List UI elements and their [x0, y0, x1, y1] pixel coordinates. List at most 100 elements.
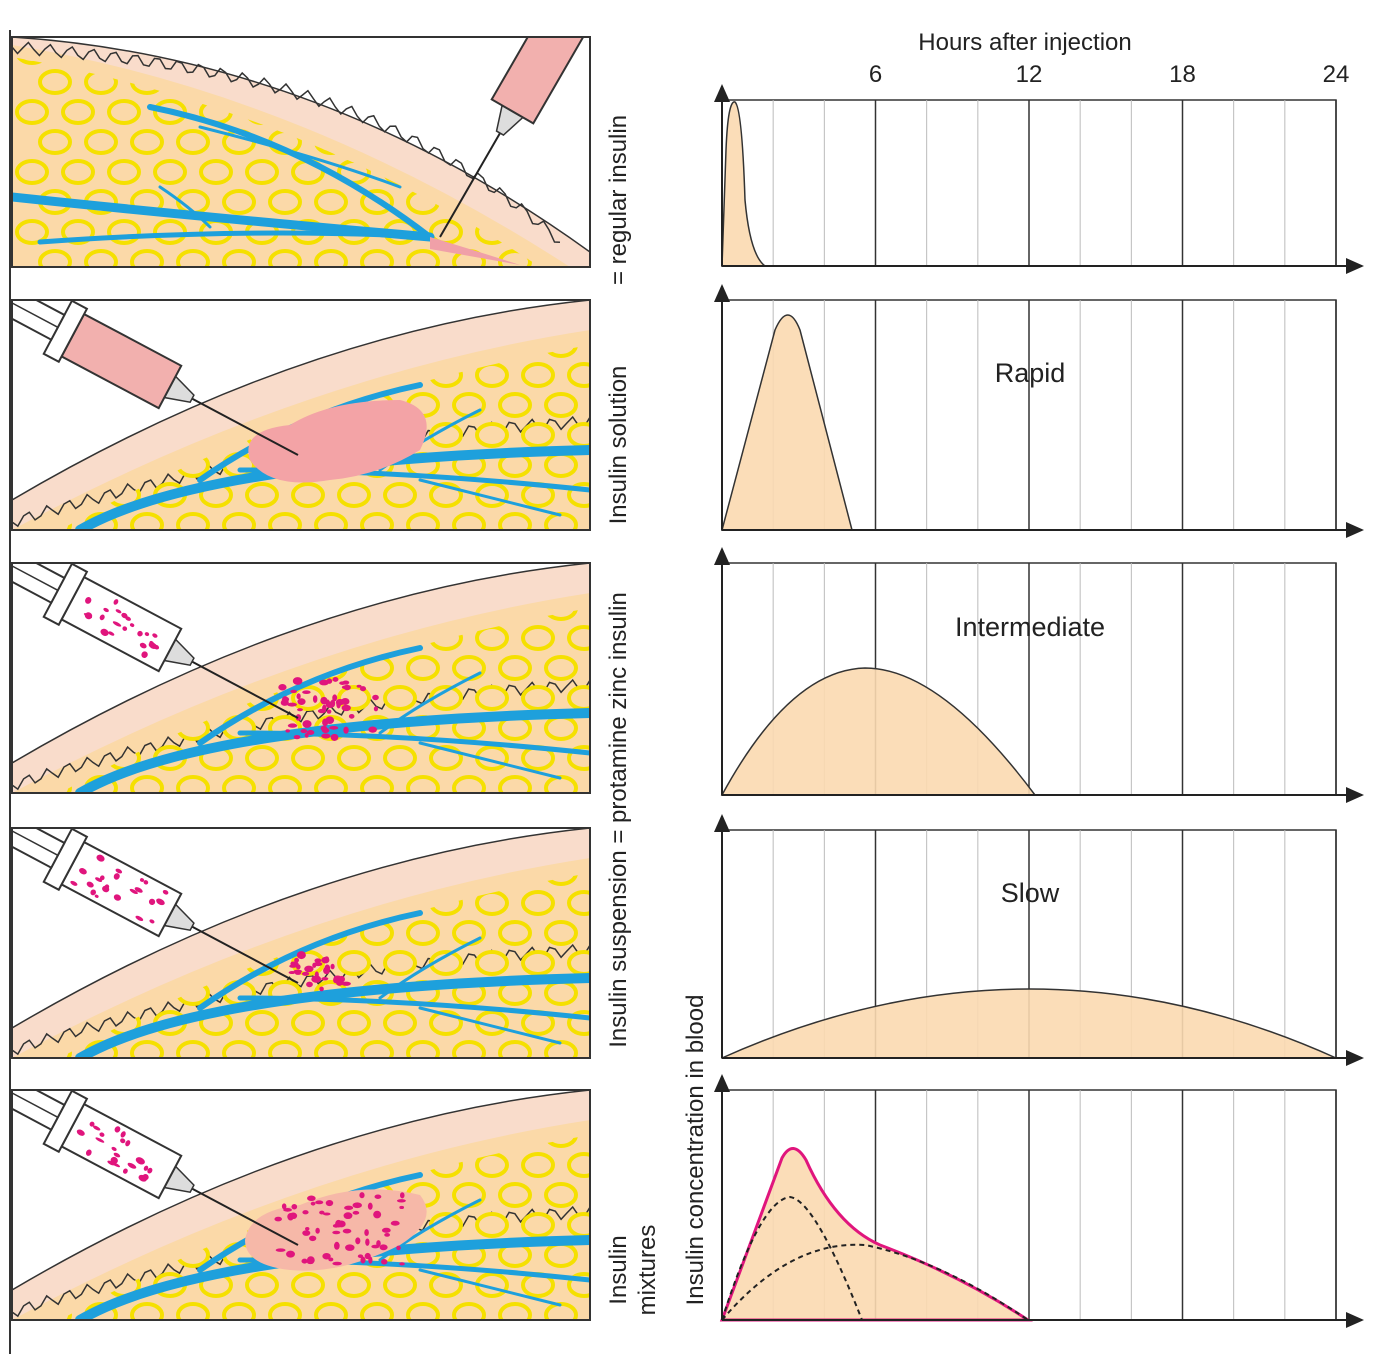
panel — [0, 1021, 668, 1326]
crystal — [319, 680, 329, 686]
crystal — [399, 1262, 405, 1265]
crystal — [294, 958, 299, 963]
fat-cell — [500, 777, 530, 799]
fat-cell — [17, 161, 47, 183]
fat-cell — [270, 777, 300, 799]
fat-cell — [178, 777, 208, 799]
illustrations — [0, 0, 676, 1326]
fat-cell — [293, 1012, 323, 1034]
crystal — [353, 1203, 357, 1207]
crystal — [349, 714, 355, 719]
crystal — [331, 734, 339, 741]
fat-cell — [109, 161, 139, 183]
fat-cell — [385, 687, 415, 709]
crystal — [302, 972, 309, 976]
fat-cell — [132, 1042, 162, 1064]
crystal — [312, 979, 321, 982]
fat-cell — [477, 627, 507, 649]
x-tick-label: 24 — [1323, 61, 1350, 88]
crystal — [307, 1260, 314, 1264]
crystal — [297, 708, 303, 711]
fat-cell — [293, 1274, 323, 1296]
side-label: Insulin — [605, 1235, 632, 1304]
crystal — [341, 705, 350, 711]
crystal — [300, 729, 307, 733]
crystal — [319, 987, 324, 992]
fat-cell — [155, 221, 185, 243]
fat-cell — [339, 1012, 369, 1034]
side-label: Insulin suspension = protamine zinc insu… — [605, 592, 632, 1048]
crystal — [382, 1228, 391, 1233]
fat-cell — [270, 1304, 300, 1326]
crystal — [339, 976, 345, 983]
crystal — [341, 982, 351, 986]
crystal — [373, 1211, 381, 1219]
fat-cell — [546, 1304, 576, 1326]
fat-cell — [477, 687, 507, 709]
fat-cell — [500, 657, 530, 679]
fat-cell — [385, 747, 415, 769]
fat-cell — [546, 1184, 576, 1206]
fat-cell — [247, 484, 277, 506]
fat-cell — [224, 1042, 254, 1064]
fat-cell — [454, 1304, 484, 1326]
crystal — [326, 1200, 333, 1206]
crystal — [396, 1246, 401, 1251]
fat-cell — [638, 922, 668, 944]
fat-cell — [408, 657, 438, 679]
crystal — [331, 964, 335, 969]
fat-cell — [293, 484, 323, 506]
fat-cell — [546, 454, 576, 476]
panel — [0, 759, 668, 1064]
fat-cell — [500, 1184, 530, 1206]
curve-label: Rapid — [995, 358, 1066, 388]
crystal — [321, 733, 330, 738]
fat-cell — [339, 1274, 369, 1296]
fat-cell — [615, 567, 645, 589]
crystal — [333, 977, 338, 984]
x-tick-label: 6 — [869, 61, 882, 88]
fat-cell — [638, 514, 668, 536]
fat-cell — [454, 1184, 484, 1206]
fat-cell — [523, 424, 553, 446]
charts: 6121824 — [722, 61, 1362, 1320]
fat-cell — [592, 334, 622, 356]
fat-cell — [454, 1042, 484, 1064]
crystal — [294, 735, 301, 739]
side-label: mixtures — [634, 1225, 661, 1316]
fat-cell — [569, 627, 599, 649]
fat-cell — [86, 251, 116, 273]
crystal — [290, 690, 297, 693]
fat-cell — [500, 1042, 530, 1064]
crystal — [283, 1208, 292, 1212]
crystal — [380, 1244, 388, 1250]
fat-cell — [155, 161, 185, 183]
crystal — [341, 698, 350, 705]
fat-cell — [546, 777, 576, 799]
fat-cell — [316, 1042, 346, 1064]
crystal — [360, 1257, 365, 1264]
fat-cell — [638, 777, 668, 799]
crystal — [278, 684, 286, 690]
fat-cell — [362, 777, 392, 799]
fat-cell — [132, 1304, 162, 1326]
fat-cell — [316, 1304, 346, 1326]
crystal — [302, 690, 310, 694]
fat-cell — [523, 627, 553, 649]
crystal — [295, 679, 299, 682]
fat-cell — [385, 1274, 415, 1296]
fat-cell — [546, 514, 576, 536]
fat-cell — [339, 747, 369, 769]
crystal — [344, 1212, 353, 1219]
crystal — [301, 1259, 307, 1264]
fat-cell — [615, 304, 645, 326]
fat-cell — [63, 101, 93, 123]
fat-cell — [546, 1244, 576, 1266]
crystal — [368, 727, 376, 733]
crystal — [302, 720, 311, 728]
fat-cell — [385, 952, 415, 974]
fat-cell — [316, 777, 346, 799]
fat-cell — [454, 777, 484, 799]
fat-cell — [638, 597, 668, 619]
fat-cell — [638, 982, 668, 1004]
